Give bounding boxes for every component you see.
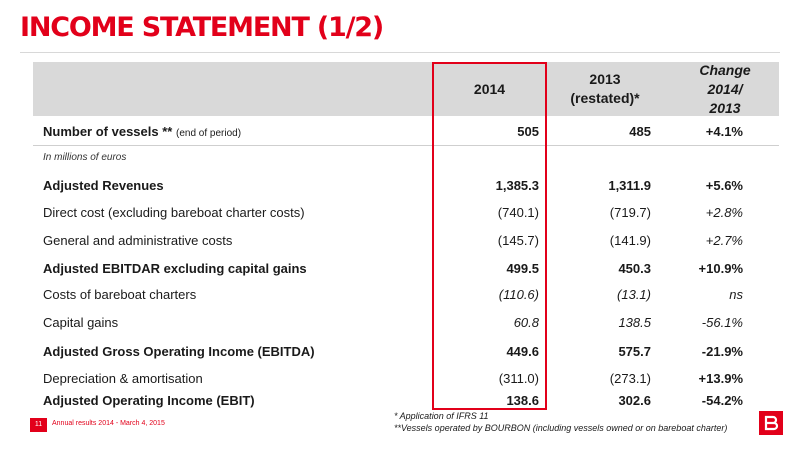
col-header-change-line1: Change bbox=[699, 61, 751, 78]
row-value-2013: (719.7) bbox=[609, 205, 651, 220]
row-label: Adjusted Gross Operating Income (EBITDA) bbox=[43, 344, 315, 359]
col-header-2013-restated: (restated)* bbox=[570, 90, 640, 106]
row-value-2013: 575.7 bbox=[618, 344, 651, 359]
row-label: Adjusted Revenues bbox=[43, 178, 164, 193]
row-change: +13.9% bbox=[698, 371, 743, 386]
row-value-2014: 1,385.3 bbox=[495, 178, 539, 193]
page-title: INCOME STATEMENT (1/2) bbox=[20, 12, 384, 43]
row-value-2013: 302.6 bbox=[618, 393, 651, 408]
col-header-2014: 2014 bbox=[473, 80, 506, 97]
row-value-2013: (13.1) bbox=[617, 287, 651, 302]
title-divider bbox=[20, 52, 780, 53]
row-change: ns bbox=[729, 287, 743, 302]
col-header-change: Change 2014/ 2013 bbox=[670, 62, 780, 116]
vessels-label-note: (end of period) bbox=[175, 128, 242, 139]
row-divider bbox=[33, 145, 779, 146]
row-value-2013: 138.5 bbox=[618, 315, 651, 330]
row-label: Capital gains bbox=[43, 315, 119, 330]
vessels-label: Number of vessels ** (end of period) bbox=[43, 124, 241, 139]
units-note: In millions of euros bbox=[43, 152, 127, 163]
row-value-2014: 499.5 bbox=[506, 261, 539, 276]
row-value-2014: (145.7) bbox=[497, 233, 539, 248]
col-header-2013-year: 2013 bbox=[589, 71, 621, 87]
vessels-2014: 505 bbox=[517, 124, 539, 139]
vessels-change: +4.1% bbox=[705, 124, 743, 139]
row-value-2013: 450.3 bbox=[618, 261, 651, 276]
vessels-2013: 485 bbox=[629, 124, 651, 139]
footer-text: Annual results 2014 - March 4, 2015 bbox=[52, 420, 165, 427]
row-value-2014: 60.8 bbox=[513, 315, 539, 330]
row-change: +2.7% bbox=[705, 233, 743, 248]
row-change: -21.9% bbox=[701, 344, 743, 359]
footnote-vessels: **Vessels operated by BOURBON (including… bbox=[394, 423, 728, 433]
col-header-2013: 2013 (restated)* bbox=[550, 62, 660, 116]
row-label: Adjusted EBITDAR excluding capital gains bbox=[43, 261, 307, 276]
row-value-2014: 449.6 bbox=[506, 344, 539, 359]
row-value-2013: (141.9) bbox=[609, 233, 651, 248]
row-value-2014: (110.6) bbox=[498, 287, 539, 302]
row-label: Depreciation & amortisation bbox=[43, 371, 203, 386]
bourbon-logo-icon bbox=[759, 411, 783, 435]
col-header-change-line3: 2013 bbox=[709, 99, 741, 116]
vessels-label-suffix: ** bbox=[162, 124, 173, 139]
col-header-change-line2: 2014/ bbox=[707, 80, 743, 97]
row-value-2014: 138.6 bbox=[506, 393, 539, 408]
footnote-ifrs: * Application of IFRS 11 bbox=[394, 411, 489, 421]
vessels-label-text: Number of vessels bbox=[43, 124, 159, 139]
row-label: Costs of bareboat charters bbox=[43, 287, 197, 302]
row-value-2013: (273.1) bbox=[609, 371, 651, 386]
row-change: +5.6% bbox=[705, 178, 743, 193]
page-number: 11 bbox=[30, 418, 47, 432]
row-value-2013: 1,311.9 bbox=[608, 178, 651, 193]
row-change: +2.8% bbox=[705, 205, 743, 220]
row-change: -54.2% bbox=[701, 393, 743, 408]
row-label: Adjusted Operating Income (EBIT) bbox=[43, 393, 255, 408]
row-value-2014: (311.0) bbox=[498, 371, 539, 386]
row-label: General and administrative costs bbox=[43, 233, 233, 248]
row-change: -56.1% bbox=[701, 315, 743, 330]
row-change: +10.9% bbox=[698, 261, 743, 276]
row-value-2014: (740.1) bbox=[497, 205, 539, 220]
table-header bbox=[33, 62, 779, 116]
column-2014-highlight bbox=[432, 62, 547, 410]
row-label: Direct cost (excluding bareboat charter … bbox=[43, 205, 305, 220]
